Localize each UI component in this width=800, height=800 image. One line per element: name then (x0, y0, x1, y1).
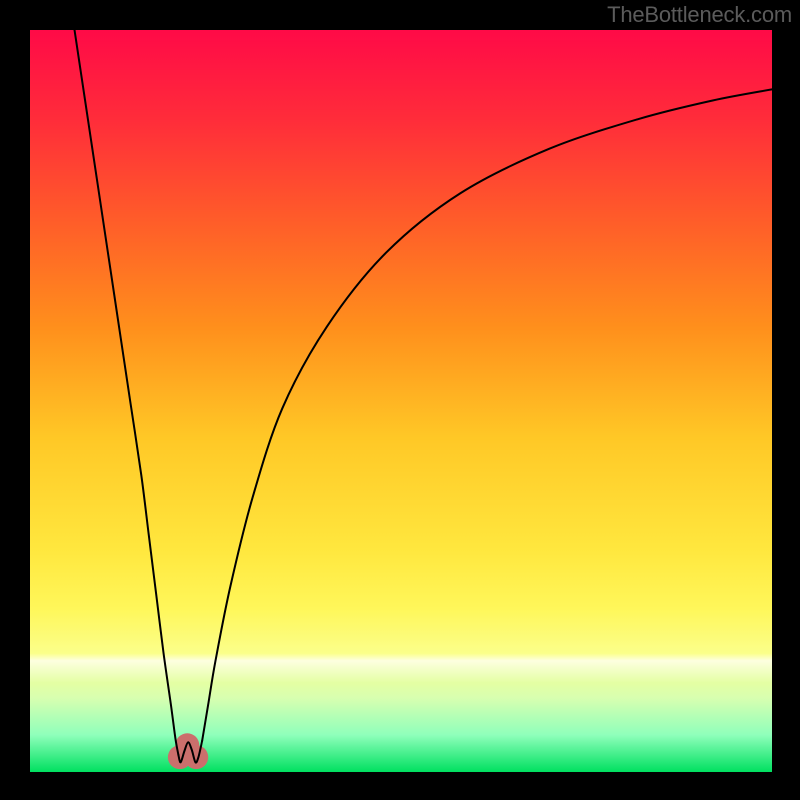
watermark-text: TheBottleneck.com (607, 2, 792, 28)
chart-container: TheBottleneck.com (0, 0, 800, 800)
bottleneck-curve-plot (0, 0, 800, 800)
plot-background (30, 30, 772, 772)
trough-marker-2 (184, 745, 208, 769)
